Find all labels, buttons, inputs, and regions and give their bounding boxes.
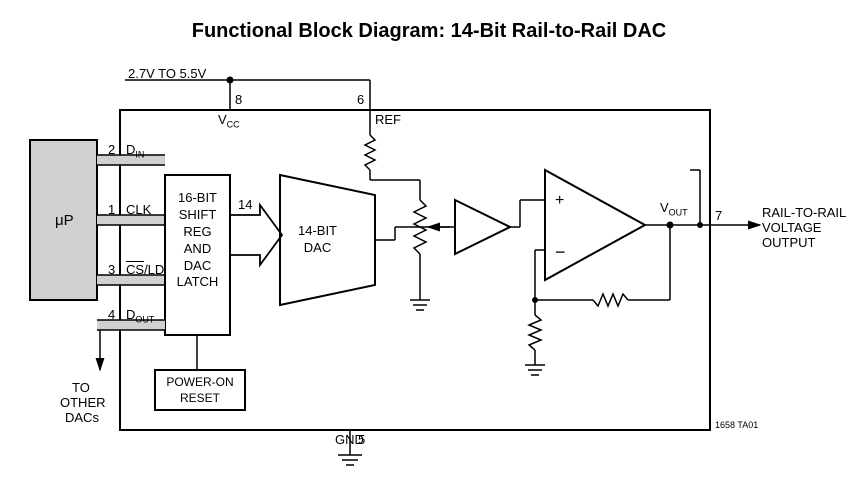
vcc-label: VCC [218,112,240,130]
clk-label: CLK [126,202,151,217]
shift-reg-text: 16-BITSHIFTREGANDDACLATCH [167,190,228,291]
buffer [455,200,510,254]
up-label: μP [55,212,74,229]
to-other-2: OTHER [60,395,106,410]
pin-14: 14 [238,197,252,212]
feedback-resistor [593,294,628,306]
pin-4: 4 [108,307,115,322]
to-other-1: TO [72,380,90,395]
pin-7: 7 [715,208,722,223]
dac-text: 14-BITDAC [285,223,350,257]
svg-text:+: + [555,192,564,209]
to-other-3: DACs [65,410,99,425]
svg-text:−: − [555,242,566,262]
pin-1: 1 [108,202,115,217]
pin-8: 8 [235,92,242,107]
din-label: DIN [126,142,144,160]
pin-2: 2 [108,142,115,157]
pin-6: 6 [357,92,364,107]
supply-label: 2.7V TO 5.5V [128,66,206,81]
por-text: POWER-ONRESET [157,375,243,406]
pin-3: 3 [108,262,115,277]
vout-label: VOUT [660,200,688,218]
pin-5: 5 [358,432,365,447]
opamp [545,170,645,280]
output-text-3: OUTPUT [762,235,815,250]
output-text-1: RAIL-TO-RAIL [762,205,846,220]
part-number: 1658 TA01 [715,420,758,430]
gnd-resistor [529,315,541,350]
csld-label: CS/LD [126,262,164,277]
bus-arrow [230,205,282,265]
dout-label: DOUT [126,307,154,325]
ref-label: REF [375,112,401,127]
output-text-2: VOLTAGE [762,220,821,235]
ref-resistor [365,135,375,170]
